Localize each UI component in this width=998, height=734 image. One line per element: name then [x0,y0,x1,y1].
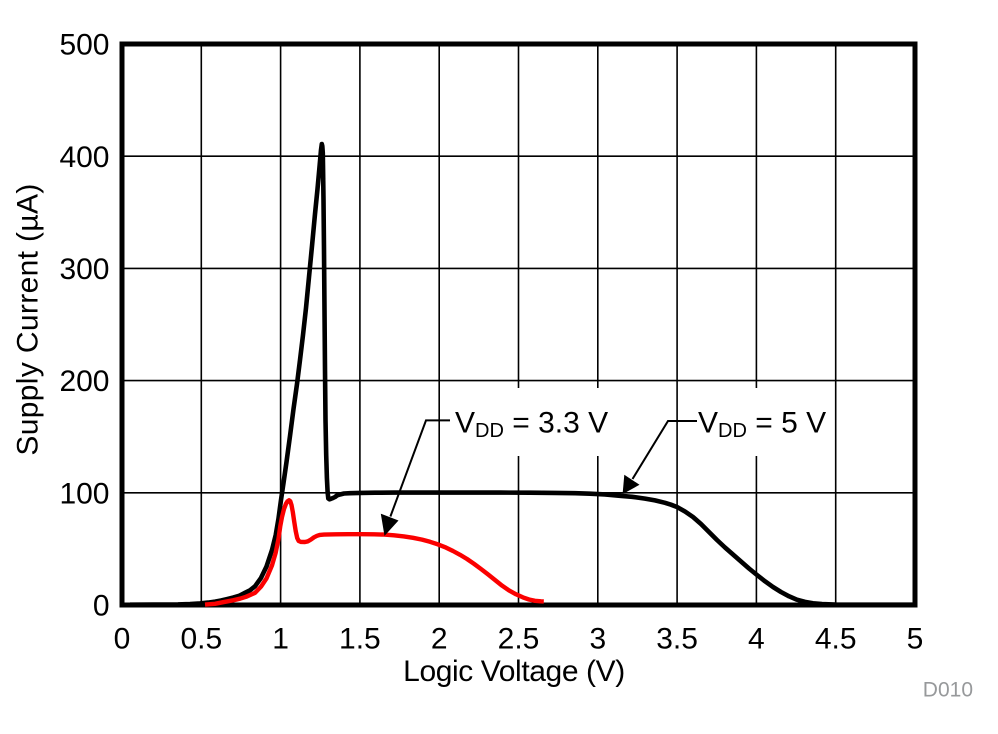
svg-text:1.5: 1.5 [339,622,381,655]
svg-text:2.5: 2.5 [498,622,540,655]
svg-text:0.5: 0.5 [180,622,222,655]
svg-text:4: 4 [748,622,765,655]
svg-text:100: 100 [59,477,109,510]
svg-text:2: 2 [431,622,448,655]
svg-text:500: 500 [59,29,109,62]
svg-text:Supply Current (µA): Supply Current (µA) [12,183,45,455]
svg-text:VDD = 3.3 V: VDD = 3.3 V [455,407,608,443]
svg-text:300: 300 [59,253,109,286]
svg-text:200: 200 [59,365,109,398]
svg-text:D010: D010 [923,678,973,701]
svg-text:0: 0 [93,589,110,622]
svg-text:0: 0 [114,622,131,655]
svg-text:5: 5 [907,622,924,655]
svg-text:3.5: 3.5 [656,622,698,655]
svg-text:Logic Voltage (V): Logic Voltage (V) [403,655,625,688]
svg-text:VDD = 5 V: VDD = 5 V [698,407,826,443]
svg-text:400: 400 [59,141,109,174]
svg-text:1: 1 [272,622,289,655]
svg-text:4.5: 4.5 [815,622,857,655]
svg-text:3: 3 [589,622,606,655]
